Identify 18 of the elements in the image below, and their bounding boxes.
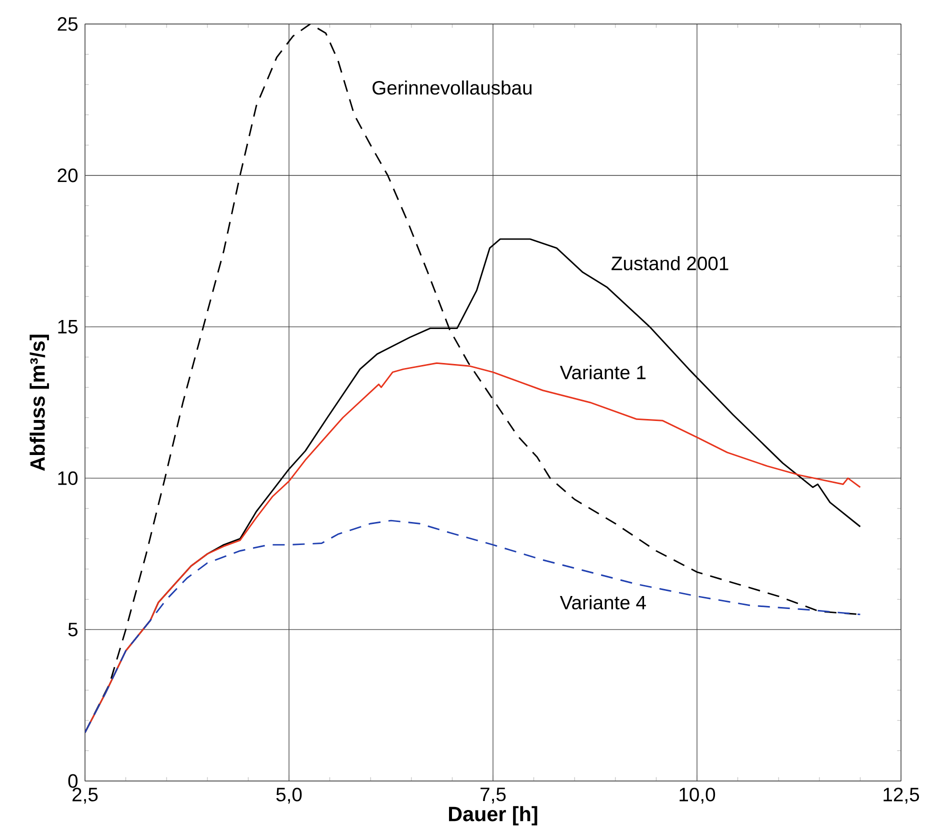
x-tick-label: 2,5: [72, 788, 98, 804]
y-tick-label: 20: [58, 168, 78, 182]
y-tick-label: 10: [58, 471, 78, 486]
x-tick-label: 5,0: [276, 788, 302, 804]
line-series: [85, 520, 861, 734]
series-label: Zustand 2001: [612, 256, 728, 270]
y-tick-label: 0: [68, 774, 78, 788]
x-tick-label: 7,5: [480, 788, 506, 804]
y-tick-label: 15: [58, 320, 78, 334]
x-tick-label: 10,0: [680, 788, 716, 804]
x-axis-title: Dauer [h]: [449, 806, 538, 826]
series-label: Variante 1: [560, 365, 646, 380]
series-label: Gerinnevollausbau: [372, 80, 532, 95]
y-tick-label: 5: [68, 622, 78, 636]
y-axis-title: Abfluss [m³/s]: [30, 334, 49, 471]
x-tick-label: 12,5: [884, 788, 920, 804]
y-tick-label: 25: [58, 17, 78, 31]
series-label: Variante 4: [560, 595, 646, 610]
